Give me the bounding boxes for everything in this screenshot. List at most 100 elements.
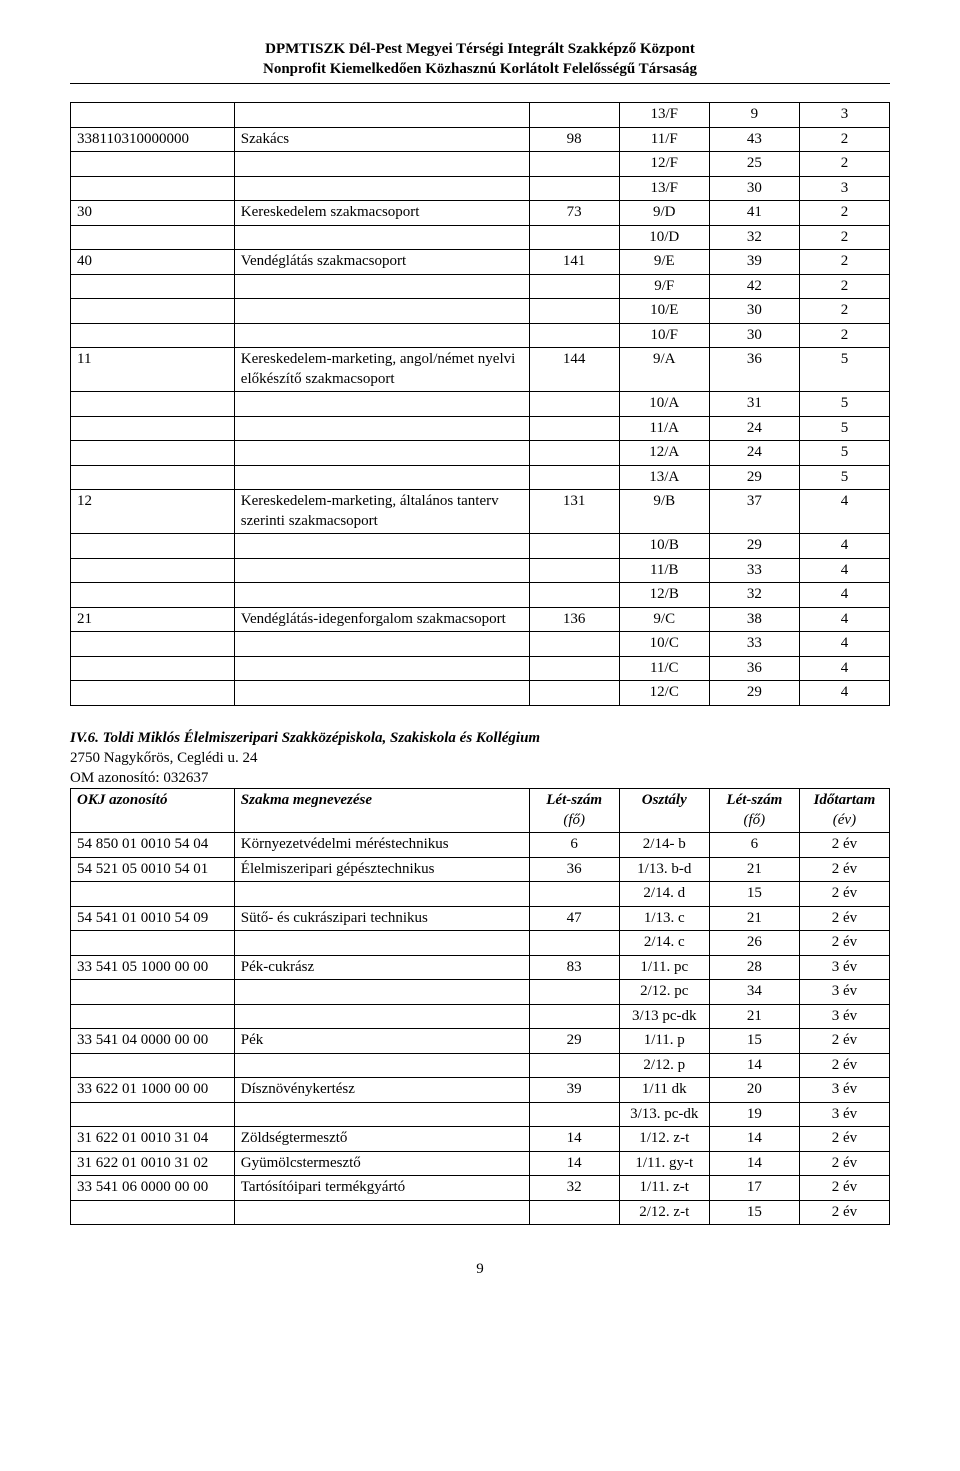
table-cell: 2/12. pc (619, 980, 709, 1005)
table-cell: 31 622 01 0010 31 04 (71, 1127, 235, 1152)
table-cell: 31 622 01 0010 31 02 (71, 1151, 235, 1176)
table-cell: 2 év (799, 1176, 889, 1201)
table-cell: 83 (529, 955, 619, 980)
table-cell: 9/E (619, 250, 709, 275)
table-cell: 2/12. p (619, 1053, 709, 1078)
table-cell: Kereskedelem szakmacsoport (234, 201, 529, 226)
table-cell: 39 (529, 1078, 619, 1103)
th-szakma: Szakma megnevezése (234, 789, 529, 833)
section-address: 2750 Nagykőrös, Ceglédi u. 24 (70, 750, 257, 766)
table-cell: 32 (709, 225, 799, 250)
table-cell (71, 583, 235, 608)
table-cell: 36 (709, 656, 799, 681)
table-cell (71, 558, 235, 583)
table-cell (529, 931, 619, 956)
table-cell: 11 (71, 348, 235, 392)
table-cell: 3 (799, 176, 889, 201)
table-cell: 1/11 dk (619, 1078, 709, 1103)
table-cell: 1/11. p (619, 1029, 709, 1054)
table-cell (529, 323, 619, 348)
table-cell: 2 (799, 225, 889, 250)
table-cell (234, 931, 529, 956)
table-row: 12Kereskedelem-marketing, általános tant… (71, 490, 890, 534)
table-cell: Élelmiszeripari gépésztechnikus (234, 857, 529, 882)
table-cell: 10/E (619, 299, 709, 324)
table-row: 12/F252 (71, 152, 890, 177)
table-cell: 144 (529, 348, 619, 392)
table-cell: 24 (709, 416, 799, 441)
table-row: 11Kereskedelem-marketing, angol/német ny… (71, 348, 890, 392)
table-cell: Kereskedelem-marketing, általános tanter… (234, 490, 529, 534)
table-cell (71, 465, 235, 490)
table-cell: 12 (71, 490, 235, 534)
table-cell: 29 (709, 534, 799, 559)
table-cell (234, 656, 529, 681)
table-row: 2/14. d152 év (71, 882, 890, 907)
table-cell: 5 (799, 392, 889, 417)
table-cell (71, 225, 235, 250)
table-cell: 14 (709, 1151, 799, 1176)
table-cell (234, 1004, 529, 1029)
table-cell (234, 274, 529, 299)
table-row: 3/13 pc-dk213 év (71, 1004, 890, 1029)
table-cell: 40 (71, 250, 235, 275)
table-cell: 32 (529, 1176, 619, 1201)
table-cell: 1/12. z-t (619, 1127, 709, 1152)
table-cell (71, 392, 235, 417)
table-cell (234, 176, 529, 201)
table-cell: 47 (529, 906, 619, 931)
header-line-1: DPMTISZK Dél-Pest Megyei Térségi Integrá… (70, 40, 890, 60)
table-cell: 2/14. c (619, 931, 709, 956)
table-cell: 33 541 06 0000 00 00 (71, 1176, 235, 1201)
table-cell: 2 év (799, 857, 889, 882)
table-cell: 14 (529, 1127, 619, 1152)
table-cell (234, 416, 529, 441)
table-cell (529, 1200, 619, 1225)
table-row: 40Vendéglátás szakmacsoport1419/E392 (71, 250, 890, 275)
table-cell (234, 323, 529, 348)
table-cell: 2 (799, 323, 889, 348)
table-row: 2/12. z-t152 év (71, 1200, 890, 1225)
table-cell: 21 (709, 906, 799, 931)
table-cell: 33 (709, 558, 799, 583)
table-cell: 9 (709, 103, 799, 128)
table-cell: 2 év (799, 1200, 889, 1225)
table-cell (71, 441, 235, 466)
table-cell: 3 év (799, 1004, 889, 1029)
table-row: 2/12. pc343 év (71, 980, 890, 1005)
table-cell: Tartósítóipari termékgyártó (234, 1176, 529, 1201)
table-cell: Pék (234, 1029, 529, 1054)
table-cell: 3 (799, 103, 889, 128)
table-cell (71, 299, 235, 324)
table-cell: 3 év (799, 980, 889, 1005)
table-cell: 2 (799, 299, 889, 324)
table-cell: 30 (71, 201, 235, 226)
table-cell: Pék-cukrász (234, 955, 529, 980)
table-cell: 21 (709, 857, 799, 882)
table-cell: 3/13. pc-dk (619, 1102, 709, 1127)
table-cell: 1/13. c (619, 906, 709, 931)
table-cell: 11/F (619, 127, 709, 152)
table-cell (529, 583, 619, 608)
header-rule (70, 83, 890, 84)
table-cell (529, 441, 619, 466)
table-cell: 12/F (619, 152, 709, 177)
table-cell: 1/13. b-d (619, 857, 709, 882)
table-row: 33 622 01 1000 00 00Dísznövénykertész391… (71, 1078, 890, 1103)
table-cell: 20 (709, 1078, 799, 1103)
table-cell: 12/A (619, 441, 709, 466)
table-cell: 2 év (799, 1151, 889, 1176)
table-cell: 14 (709, 1053, 799, 1078)
table-cell: 2/12. z-t (619, 1200, 709, 1225)
table-cell: Gyümölcstermesztő (234, 1151, 529, 1176)
table-cell (234, 1200, 529, 1225)
table-row: 2/12. p142 év (71, 1053, 890, 1078)
table-cell: 1/11. pc (619, 955, 709, 980)
table-cell: 36 (529, 857, 619, 882)
table-cell (71, 656, 235, 681)
table-cell: 21 (709, 1004, 799, 1029)
table-row: 12/C294 (71, 681, 890, 706)
table-cell: 30 (709, 323, 799, 348)
table-row: 33 541 05 1000 00 00Pék-cukrász831/11. p… (71, 955, 890, 980)
table-cell: 21 (71, 607, 235, 632)
